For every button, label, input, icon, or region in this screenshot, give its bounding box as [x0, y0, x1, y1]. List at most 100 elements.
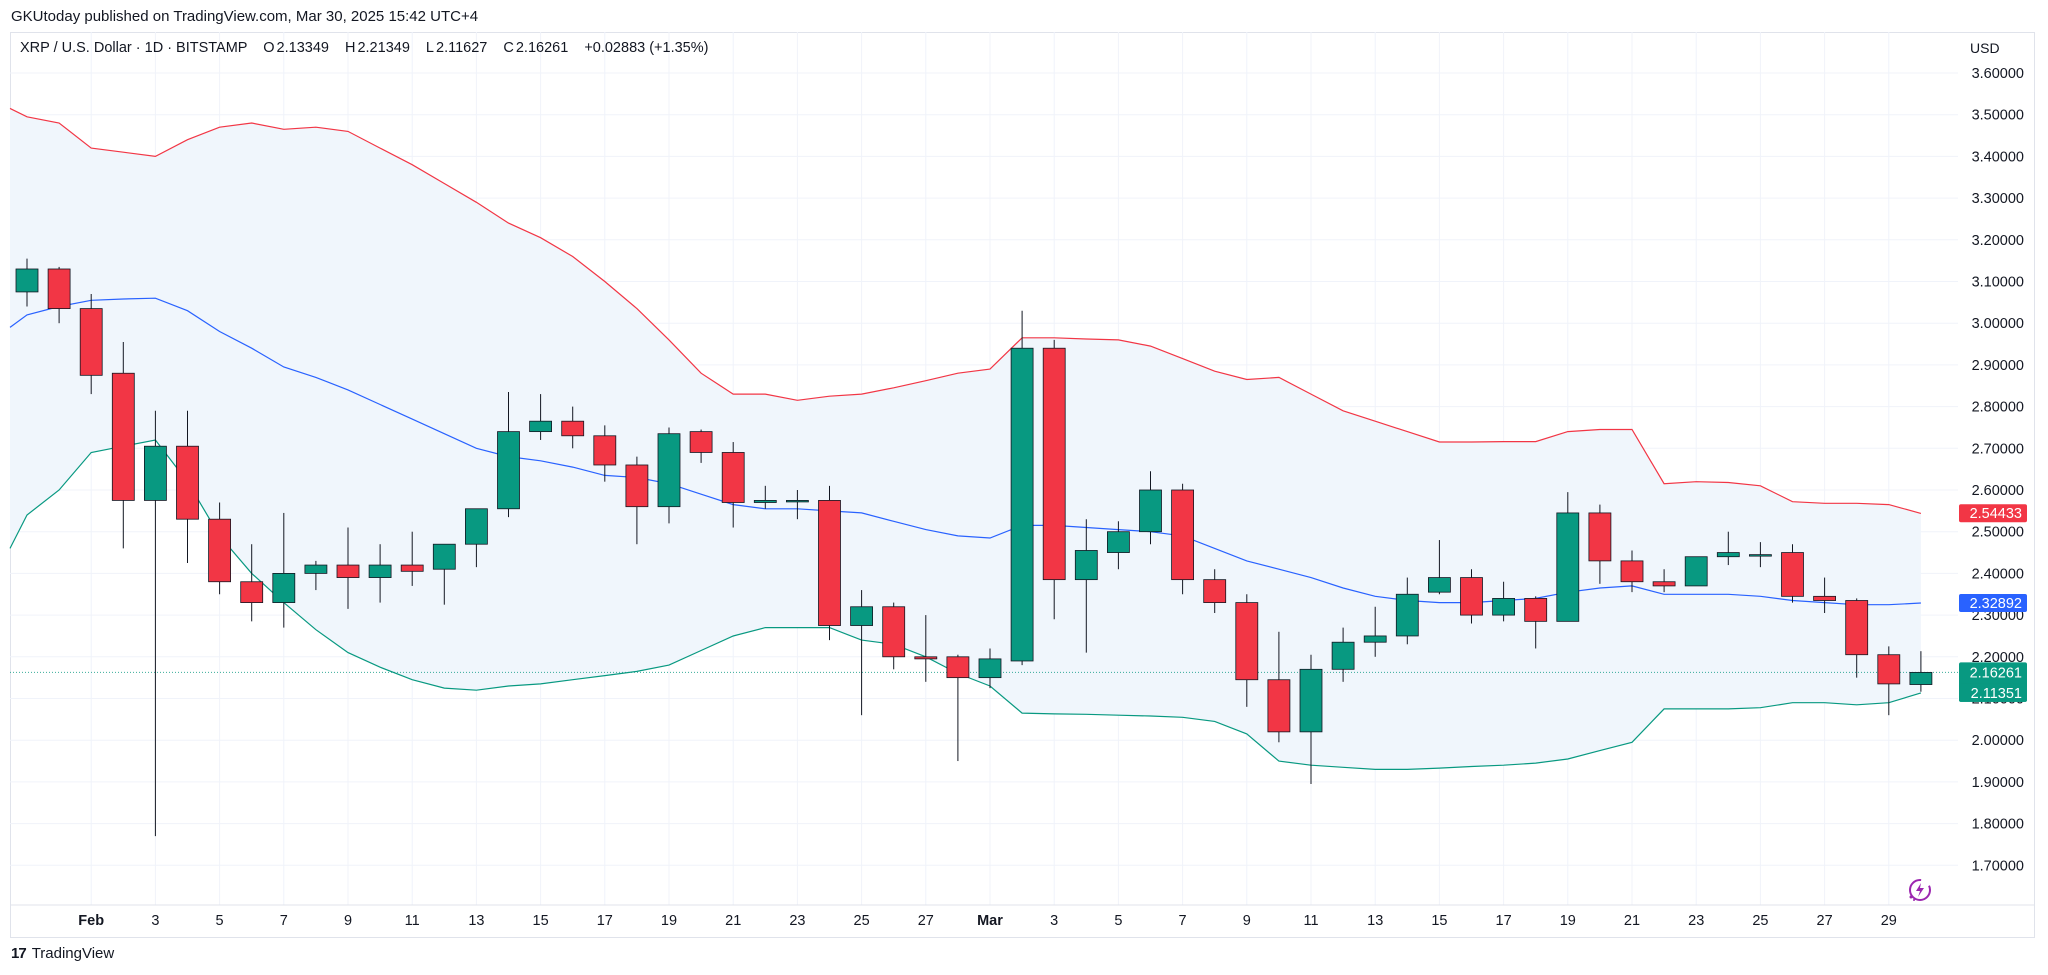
y-tick-label: 2.20000 — [1972, 650, 2024, 666]
candle — [1428, 540, 1451, 595]
y-tick-label: 2.50000 — [1972, 525, 2024, 541]
price-axis: 3.60000 3.50000 3.40000 3.30000 3.20000 3.100… — [1970, 40, 2024, 874]
candle-body — [1492, 598, 1515, 616]
candle — [529, 394, 552, 440]
y-tick-label: 2.40000 — [1972, 566, 2024, 582]
footer[interactable]: 17 TradingView — [11, 945, 114, 962]
candle-body — [1363, 635, 1387, 643]
candle-body — [1877, 654, 1901, 685]
y-tick-label: 2.60000 — [1972, 483, 2024, 499]
candle — [753, 485, 777, 509]
upper-band-price-label-bg — [1959, 504, 2027, 523]
candle-body — [882, 606, 906, 658]
candle — [1171, 483, 1194, 595]
symbol-legend[interactable]: XRP / U.S. Dollar · 1D · BITSTAMP O 2.133… — [20, 40, 708, 56]
candle — [1909, 651, 1933, 692]
last-price-label: 2.16261 — [1970, 665, 2022, 681]
lightning-icon[interactable] — [1906, 876, 1934, 904]
y-tick-label: 2.90000 — [1972, 358, 2024, 374]
candle — [304, 560, 328, 591]
high-label: H — [344, 40, 356, 56]
candle — [625, 456, 649, 545]
candle-body — [400, 564, 424, 572]
time-axis: Feb 3 5 7 9 11 13 15 17 19 21 23 25 27 Mar 3 5 7 9 11 13 15 17… — [10, 904, 2035, 929]
candle — [1684, 556, 1708, 587]
band-area — [10, 108, 1921, 770]
candle — [721, 442, 745, 528]
candle — [240, 544, 264, 622]
candle-body — [561, 420, 585, 437]
y-tick-label: 1.80000 — [1972, 817, 2024, 833]
candle-body — [1107, 531, 1130, 553]
candle-body — [1042, 347, 1066, 581]
candle-body — [1716, 552, 1740, 558]
x-tick-label: 15 — [1431, 913, 1447, 929]
x-tick-label: Feb — [78, 913, 104, 929]
x-tick-label: 11 — [405, 913, 420, 929]
x-tick-label: 17 — [597, 913, 613, 929]
candle-body — [79, 308, 103, 376]
candle-body — [1781, 552, 1804, 597]
middle-band-price-label-bg — [1959, 594, 2027, 613]
candle — [1556, 492, 1580, 622]
y-tick-label: 3.00000 — [1972, 316, 2024, 332]
candle — [1042, 339, 1066, 620]
candle-body — [240, 581, 264, 603]
candle-body — [15, 268, 39, 293]
candle-body — [786, 500, 809, 503]
candle — [1524, 596, 1548, 649]
candle — [1074, 519, 1098, 653]
candle-body — [1460, 577, 1483, 616]
candle — [657, 427, 681, 524]
candle-body — [1010, 347, 1034, 662]
candle-body — [304, 564, 328, 574]
candle — [15, 258, 39, 307]
y-tick-label: 2.70000 — [1972, 441, 2024, 457]
candle-body — [818, 500, 841, 626]
x-tick-label: 29 — [1881, 913, 1897, 929]
y-tick-label: 2.30000 — [1972, 608, 2024, 624]
candle-body — [1652, 581, 1676, 587]
candle — [143, 410, 167, 837]
candle-body — [497, 431, 520, 510]
candle-body — [1909, 671, 1933, 685]
x-tick-label: 9 — [344, 913, 352, 929]
y-tick-label: 3.60000 — [1972, 66, 2024, 82]
x-tick-label: 25 — [1752, 913, 1768, 929]
candle — [1460, 569, 1483, 624]
candle — [432, 543, 456, 605]
candle-body — [721, 452, 745, 503]
candle — [272, 512, 296, 628]
x-tick-label: 13 — [1367, 913, 1383, 929]
candle — [336, 527, 360, 609]
candle — [1267, 631, 1291, 743]
candle-body — [1171, 489, 1194, 581]
x-tick-label: 23 — [1688, 913, 1704, 929]
candle — [1010, 310, 1034, 666]
candle-body — [914, 656, 938, 660]
candle — [1139, 471, 1162, 545]
candle — [882, 602, 906, 670]
candle-body — [47, 268, 71, 310]
x-tick-label: Mar — [977, 913, 1003, 929]
candle-body — [1428, 577, 1451, 593]
candle — [1203, 569, 1227, 614]
x-tick-label: 17 — [1496, 913, 1512, 929]
brand-name: TradingView — [31, 945, 115, 962]
candle-body — [336, 564, 360, 578]
x-tick-label: 15 — [533, 913, 549, 929]
candle-body — [432, 543, 456, 570]
x-tick-label: 21 — [725, 913, 741, 929]
candle-body — [272, 573, 296, 603]
candle-body — [689, 431, 713, 453]
candle-body — [111, 372, 135, 501]
candle — [1813, 577, 1836, 614]
candle — [1781, 544, 1804, 603]
close-value: 2.16261 — [515, 40, 569, 56]
candle — [689, 429, 713, 463]
candle — [786, 490, 809, 520]
candle-body — [1524, 598, 1548, 622]
candle — [1749, 542, 1772, 568]
candle-body — [978, 658, 1002, 679]
